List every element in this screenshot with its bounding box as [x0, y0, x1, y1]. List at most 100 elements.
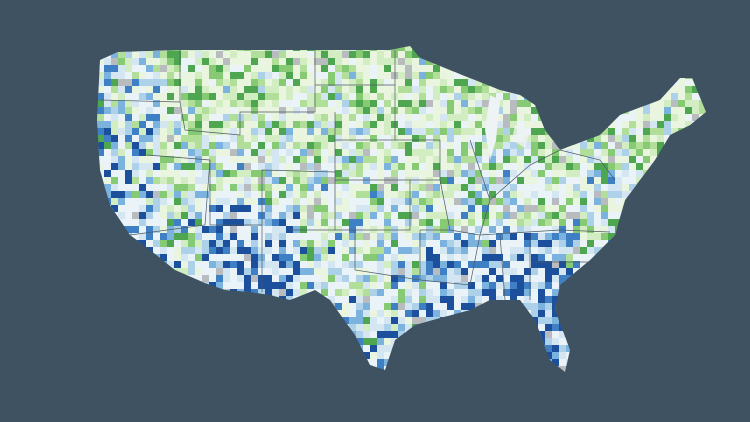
county — [426, 317, 434, 325]
county — [496, 100, 504, 108]
county — [125, 100, 133, 108]
county — [573, 226, 581, 234]
county — [440, 121, 448, 129]
county — [468, 226, 476, 234]
county — [594, 233, 602, 241]
county — [307, 198, 315, 206]
county — [552, 226, 560, 234]
county — [181, 156, 189, 164]
county — [601, 142, 609, 150]
county — [531, 226, 539, 234]
county — [489, 296, 497, 304]
county — [377, 114, 385, 122]
county — [573, 212, 581, 220]
county — [419, 163, 427, 171]
county — [370, 345, 378, 353]
county — [475, 205, 483, 213]
county — [181, 212, 189, 220]
county — [377, 282, 385, 290]
county — [531, 289, 539, 297]
county — [314, 275, 322, 283]
county — [279, 149, 287, 157]
county — [104, 79, 112, 87]
county — [587, 135, 595, 143]
county — [496, 240, 504, 248]
county — [426, 86, 434, 94]
county — [174, 233, 182, 241]
county — [160, 177, 168, 185]
county — [440, 219, 448, 227]
county — [279, 156, 287, 164]
county — [440, 100, 448, 108]
county — [524, 156, 532, 164]
county — [370, 338, 378, 346]
county — [167, 51, 175, 59]
county — [181, 198, 189, 206]
county — [244, 72, 252, 80]
county — [461, 191, 469, 199]
county — [349, 254, 357, 262]
county — [496, 289, 504, 297]
county — [657, 142, 665, 150]
county — [167, 79, 175, 87]
county — [244, 58, 252, 66]
county — [132, 205, 140, 213]
county — [545, 317, 553, 325]
county — [475, 191, 483, 199]
county — [174, 58, 182, 66]
county — [552, 317, 560, 325]
county — [167, 254, 175, 262]
county — [678, 114, 686, 122]
county — [552, 198, 560, 206]
county — [363, 51, 371, 59]
county — [188, 261, 196, 269]
county — [482, 198, 490, 206]
county — [202, 114, 210, 122]
county — [503, 198, 511, 206]
county — [356, 331, 364, 339]
county — [475, 233, 483, 241]
county — [454, 205, 462, 213]
county — [356, 219, 364, 227]
county — [258, 163, 266, 171]
county — [272, 142, 280, 150]
border — [354, 230, 421, 281]
county — [349, 317, 357, 325]
county — [181, 121, 189, 129]
county — [244, 114, 252, 122]
county — [195, 58, 203, 66]
county — [545, 289, 553, 297]
county — [510, 296, 518, 304]
county — [300, 219, 308, 227]
county — [384, 345, 392, 353]
county — [489, 205, 497, 213]
county — [160, 107, 168, 115]
county — [279, 107, 287, 115]
county — [356, 268, 364, 276]
county — [426, 142, 434, 150]
county — [286, 93, 294, 101]
county — [111, 177, 119, 185]
county — [573, 191, 581, 199]
county — [195, 191, 203, 199]
county — [531, 114, 539, 122]
county — [699, 100, 706, 108]
county — [244, 156, 252, 164]
county — [601, 135, 609, 143]
county — [468, 254, 476, 262]
county — [510, 240, 518, 248]
county — [132, 156, 140, 164]
county — [524, 282, 532, 290]
county — [685, 93, 693, 101]
county — [363, 198, 371, 206]
county — [370, 247, 378, 255]
county — [433, 128, 441, 136]
county — [202, 240, 210, 248]
county — [279, 128, 287, 136]
county — [300, 282, 308, 290]
county — [433, 135, 441, 143]
county — [321, 240, 329, 248]
county — [461, 219, 469, 227]
county — [447, 107, 455, 115]
county — [139, 135, 147, 143]
